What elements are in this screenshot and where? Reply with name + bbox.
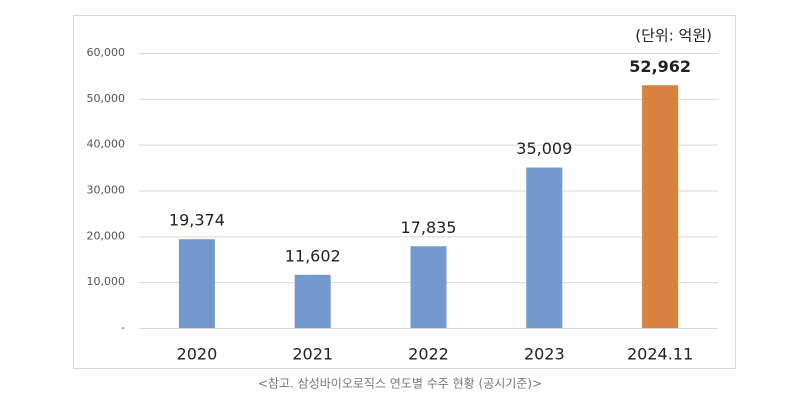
bar: [410, 246, 447, 328]
y-tick-label: 40,000: [87, 138, 126, 151]
caption: <참고. 삼성바이오로직스 연도별 수주 현황 (공시기준)>: [258, 377, 542, 391]
y-tick-label: 10,000: [87, 275, 126, 288]
data-label: 11,602: [285, 246, 341, 265]
y-tick-label: -: [121, 321, 125, 334]
data-label: 17,835: [401, 218, 457, 237]
bar: [178, 239, 215, 328]
x-tick-label: 2023: [524, 345, 565, 364]
bar: [642, 85, 679, 328]
x-tick-label: 2024.11: [627, 345, 693, 364]
data-label: 35,009: [516, 139, 572, 158]
y-tick-label: 30,000: [87, 184, 126, 197]
bar: [526, 167, 563, 328]
y-tick-label: 50,000: [87, 92, 126, 105]
x-tick-label: 2021: [292, 345, 333, 364]
unit-note: (단위: 억원): [635, 27, 712, 45]
x-tick-label: 2022: [408, 345, 449, 364]
y-tick-label: 60,000: [87, 46, 126, 59]
bar: [294, 274, 331, 328]
data-label: 52,962: [629, 57, 691, 76]
y-tick-label: 20,000: [87, 229, 126, 242]
data-label: 19,374: [169, 211, 225, 230]
x-tick-label: 2020: [177, 345, 218, 364]
